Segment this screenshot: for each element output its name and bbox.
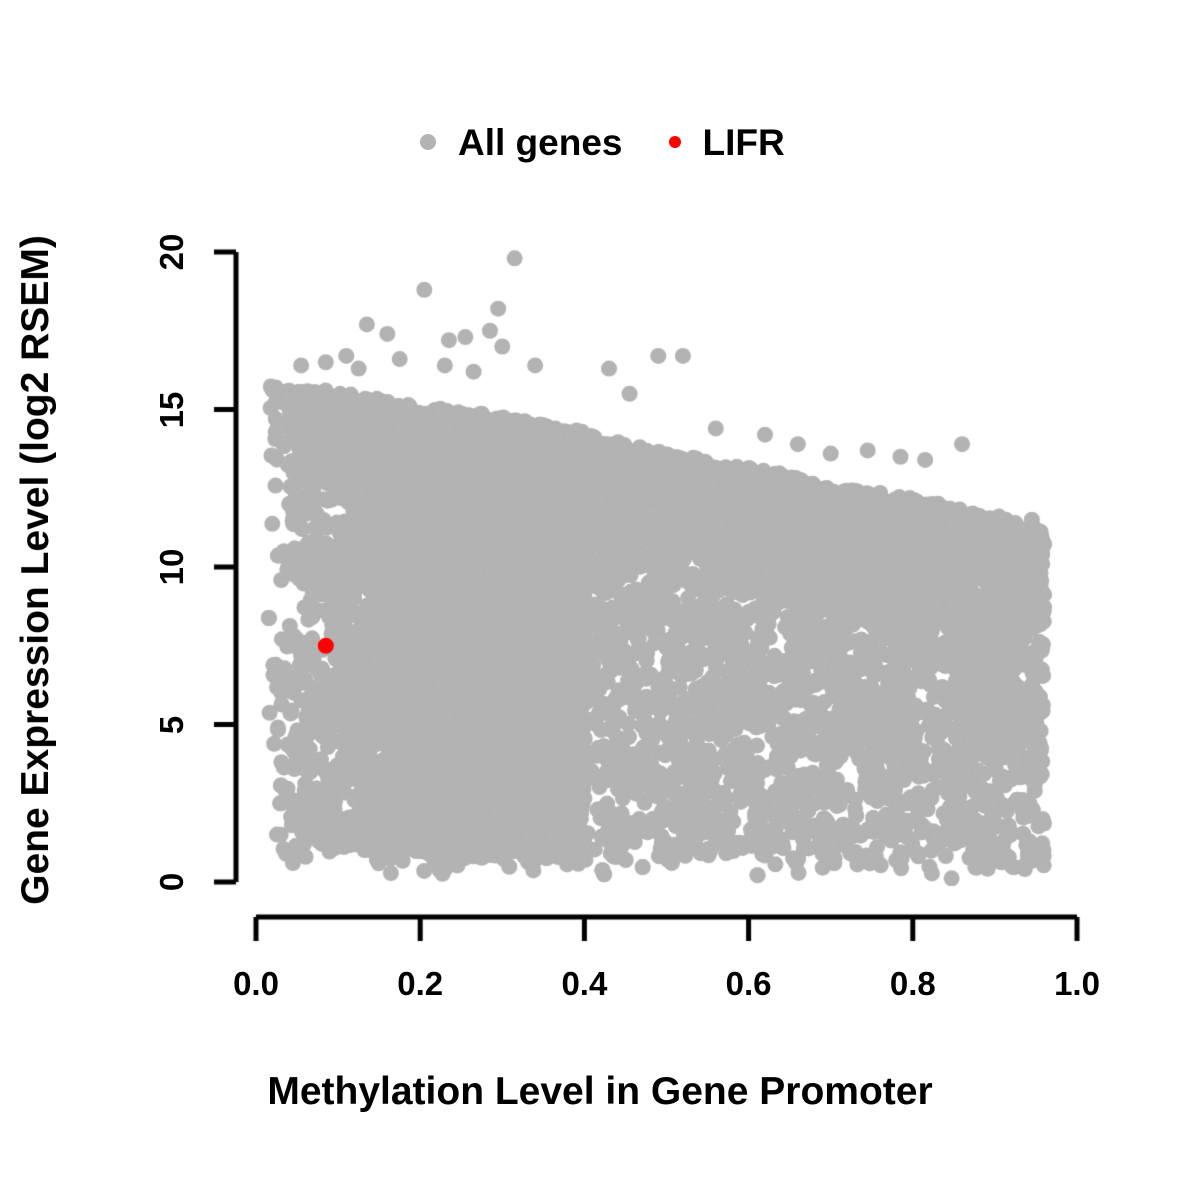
x-tick-label: 0.2	[397, 965, 444, 1002]
x-tick-label: 0.0	[233, 965, 279, 1002]
y-tick-label: 15	[153, 391, 190, 428]
legend-label-all-genes: All genes	[458, 121, 623, 163]
y-tick-label: 0	[153, 872, 190, 892]
legend: All genes LIFR	[420, 118, 785, 166]
legend-marker-all-genes	[420, 134, 436, 150]
x-tick-label: 1.0	[1054, 965, 1100, 1002]
y-tick-label: 5	[153, 715, 190, 734]
y-axis-label: Gene Expression Level (log2 RSEM)	[14, 235, 57, 905]
y-tick-label: 10	[153, 548, 190, 586]
y-tick-label: 20	[153, 233, 190, 271]
x-axis-label: Methylation Level in Gene Promoter	[267, 1070, 933, 1113]
legend-label-lifr: LIFR	[702, 121, 785, 163]
x-tick-label: 0.4	[561, 965, 608, 1002]
legend-marker-lifr	[668, 136, 681, 148]
x-tick-label: 0.8	[889, 965, 936, 1002]
x-tick-label: 0.6	[725, 965, 772, 1002]
